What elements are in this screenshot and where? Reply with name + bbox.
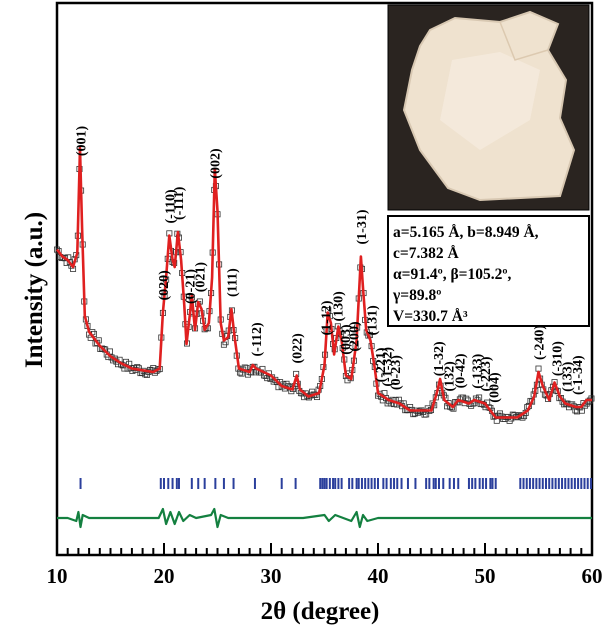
x-axis-title: 2θ (degree) [261, 598, 380, 625]
lattice-line-1: a=5.165 Å, b=8.949 Å, [393, 224, 539, 241]
reflection-label: (130) [331, 291, 346, 322]
lattice-line-3: α=91.4º, β=105.2º, [393, 266, 511, 283]
reflection-label: (-110) [163, 189, 178, 224]
reflection-label: (132) [443, 361, 458, 392]
reflection-label: (0-23) [389, 355, 404, 390]
reflection-label: (-1-34) [571, 355, 586, 395]
reflection-label: (-240) [533, 325, 548, 360]
reflection-label: (-112) [250, 322, 265, 357]
reflection-label: (020) [157, 270, 172, 301]
reflection-label: (1-31) [355, 209, 370, 244]
observed-point [445, 400, 452, 407]
observed-point [100, 345, 107, 352]
lattice-parameters-box: a=5.165 Å, b=8.949 Å, c=7.382 Å α=91.4º,… [387, 215, 590, 327]
reflection-label: (0-21) [184, 269, 199, 304]
x-tick-label: 20 [154, 564, 175, 588]
observed-point [557, 395, 564, 402]
observed-point [535, 365, 542, 372]
x-tick-label: 10 [47, 564, 68, 588]
observed-point [98, 345, 105, 352]
lattice-line-4: γ=89.8º [392, 287, 441, 304]
reflection-label: (-221) [374, 347, 389, 382]
reflection-label: (001) [75, 125, 90, 156]
observed-point [62, 255, 69, 262]
x-tick-label: 60 [582, 564, 603, 588]
x-tick-label: 30 [261, 564, 282, 588]
observed-point [238, 370, 245, 377]
reflection-label: (1-12) [320, 300, 335, 335]
reflection-label: (021) [193, 262, 208, 293]
reflection-label: (111) [225, 268, 240, 297]
sample-photo [387, 4, 590, 211]
reflection-label: (0-42) [453, 353, 468, 388]
observed-point [476, 394, 483, 401]
reflection-label: (002) [208, 148, 223, 179]
lattice-line-2: c=7.382 Å [393, 245, 459, 262]
x-tick-label: 40 [368, 564, 389, 588]
reflection-label: (-223) [479, 356, 494, 391]
reflection-label: (-111) [172, 186, 187, 220]
reflection-label: (1-32) [432, 341, 447, 376]
reflection-label: (131) [366, 305, 381, 336]
reflection-label: (-133) [470, 353, 485, 388]
plot-area: 10 20 30 40 50 60 (001) (020) (-110)(-111) (0-21)… [47, 1, 603, 588]
reflection-label: (-310) [551, 341, 566, 376]
lattice-line-5: V=330.7 Å³ [393, 308, 468, 325]
reflection-label: (133) [560, 361, 575, 392]
observed-point [496, 410, 503, 417]
x-tick-label: 50 [475, 564, 496, 588]
reflection-label: (004) [488, 372, 503, 403]
difference-curve [57, 507, 592, 529]
reflection-label: (022) [291, 333, 306, 364]
calculated-profile-line [55, 146, 592, 419]
reflection-label: (003) [339, 324, 354, 355]
observed-point [54, 246, 61, 253]
y-axis-title: Intensity (a.u.) [21, 212, 48, 368]
reflection-label: (-1-32) [381, 347, 396, 387]
reflection-label: (200) [347, 321, 362, 352]
